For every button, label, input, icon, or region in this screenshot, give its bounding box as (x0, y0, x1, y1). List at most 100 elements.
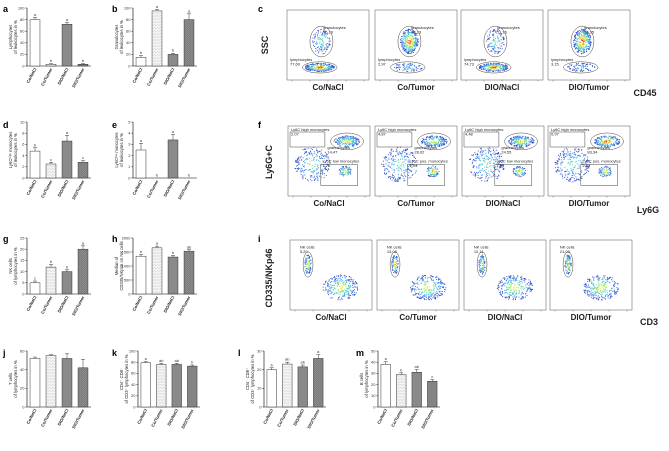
event-dot (349, 276, 351, 278)
event-dot (442, 142, 445, 144)
event-dot (514, 168, 516, 170)
event-dot (414, 44, 416, 46)
event-dot (564, 148, 566, 150)
event-dot (432, 276, 434, 278)
event-dot (351, 278, 353, 281)
y-axis-label: CD4⁺ CD8⁻of CD3⁺ lymphocytes in % (119, 354, 129, 403)
event-dot (603, 171, 606, 173)
event-dot (587, 32, 589, 34)
significance-letter: a (82, 240, 85, 245)
event-dot (436, 144, 438, 146)
event-dot (326, 282, 329, 284)
event-dot (574, 66, 576, 68)
event-dot (575, 180, 577, 182)
y-tick-label: 0 (373, 404, 376, 409)
event-dot (335, 141, 337, 143)
event-dot (435, 290, 437, 292)
event-dot (395, 268, 397, 270)
event-dot (417, 68, 419, 70)
event-dot (410, 68, 412, 70)
event-dot (401, 46, 403, 48)
event-dot (615, 137, 617, 140)
event-dot (325, 70, 327, 72)
y-tick-label: 5 (22, 280, 25, 285)
event-dot (393, 163, 395, 165)
event-dot (331, 66, 333, 68)
bar-h-4 (183, 250, 195, 295)
event-dot (393, 263, 395, 265)
event-dot (418, 276, 420, 278)
event-dot (479, 148, 481, 150)
event-dot (508, 140, 510, 142)
event-dot (324, 48, 326, 50)
event-dot (393, 270, 395, 272)
event-dot (584, 169, 586, 171)
event-dot (329, 44, 331, 46)
event-dot (504, 283, 506, 285)
event-dot (383, 156, 385, 158)
event-dot (473, 165, 475, 167)
event-dot (322, 53, 324, 55)
event-dot (581, 177, 583, 179)
event-dot (349, 141, 351, 143)
event-dot (401, 151, 403, 153)
event-dot (490, 162, 492, 164)
event-dot (581, 65, 583, 67)
event-dot (340, 171, 342, 173)
event-dot (403, 166, 405, 168)
event-dot (313, 175, 316, 177)
event-dot (344, 143, 346, 145)
event-dot (416, 164, 418, 167)
event-dot (345, 286, 347, 288)
event-dot (350, 143, 352, 145)
event-dot (304, 174, 306, 176)
event-dot (433, 284, 435, 286)
event-dot (420, 292, 422, 294)
event-dot (301, 168, 303, 170)
event-dot (337, 144, 339, 146)
y-axis-label-line: of leukocytes in % (13, 20, 18, 54)
event-dot (489, 65, 492, 67)
event-dot (349, 279, 351, 281)
event-dot (410, 34, 412, 36)
significance-letter: b (82, 58, 85, 63)
event-dot (492, 163, 494, 165)
event-dot (581, 33, 583, 35)
flow-plot-title: Co/NaCl (315, 313, 346, 322)
event-dot (329, 289, 331, 291)
event-dot (346, 142, 348, 144)
event-dot (342, 295, 344, 297)
event-dot (585, 171, 587, 174)
event-dot (595, 139, 597, 141)
event-dot (410, 291, 412, 293)
event-dot (517, 141, 519, 143)
event-dot (607, 166, 609, 168)
event-dot (494, 65, 496, 67)
event-dot (400, 165, 402, 167)
event-dot (521, 140, 523, 142)
event-dot (410, 53, 412, 55)
event-dot (353, 144, 355, 146)
event-dot (476, 156, 478, 158)
event-dot (419, 296, 421, 298)
event-dot (387, 161, 389, 164)
event-dot (557, 154, 559, 156)
event-dot (575, 176, 577, 178)
significance-letter: a (66, 130, 69, 135)
event-dot (342, 173, 344, 175)
event-dot (388, 157, 390, 159)
event-dot (339, 141, 341, 143)
event-dot (324, 32, 326, 34)
event-dot (430, 289, 432, 292)
event-dot (319, 68, 321, 70)
event-dot (587, 45, 589, 47)
event-dot (490, 165, 492, 167)
event-dot (416, 44, 418, 46)
event-dot (529, 139, 531, 141)
event-dot (333, 275, 336, 278)
event-dot (311, 67, 313, 69)
gate-lymphocytes (563, 61, 599, 74)
event-dot (341, 285, 343, 287)
event-dot (343, 138, 345, 140)
event-dot (606, 169, 608, 171)
